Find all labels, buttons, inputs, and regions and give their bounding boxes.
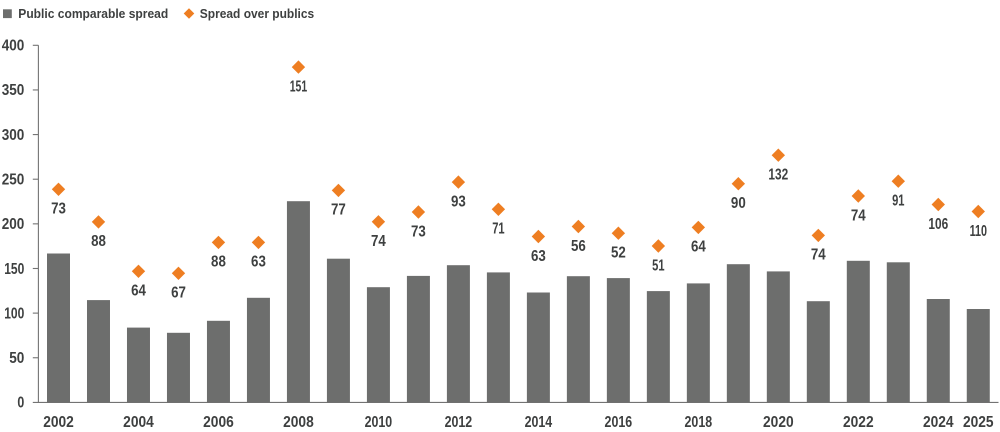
svg-text:93: 93 [451, 193, 466, 210]
svg-text:63: 63 [251, 254, 266, 271]
svg-text:90: 90 [731, 195, 746, 212]
svg-text:2006: 2006 [203, 414, 234, 431]
svg-text:2022: 2022 [843, 414, 874, 431]
svg-text:106: 106 [928, 216, 948, 233]
svg-text:2008: 2008 [283, 414, 314, 431]
svg-text:56: 56 [571, 238, 586, 255]
svg-text:73: 73 [51, 201, 66, 218]
svg-text:Spread over publics: Spread over publics [200, 6, 314, 21]
svg-text:110: 110 [970, 223, 987, 240]
svg-text:350: 350 [2, 82, 25, 99]
svg-text:2014: 2014 [525, 414, 553, 431]
svg-text:400: 400 [2, 38, 25, 55]
svg-text:73: 73 [411, 223, 426, 240]
svg-text:2025: 2025 [963, 414, 994, 431]
svg-text:151: 151 [290, 78, 308, 95]
svg-text:74: 74 [811, 247, 826, 264]
svg-text:2020: 2020 [763, 414, 794, 431]
svg-text:250: 250 [2, 172, 25, 189]
svg-text:2012: 2012 [445, 414, 473, 431]
svg-text:63: 63 [531, 248, 546, 265]
svg-text:2010: 2010 [365, 414, 393, 431]
svg-text:132: 132 [768, 167, 788, 184]
svg-text:2024: 2024 [923, 414, 954, 431]
svg-text:91: 91 [892, 193, 905, 210]
svg-text:150: 150 [4, 261, 24, 278]
svg-text:77: 77 [331, 202, 346, 219]
svg-text:2016: 2016 [605, 414, 633, 431]
svg-text:200: 200 [2, 216, 25, 233]
svg-text:71: 71 [492, 221, 505, 238]
svg-text:0: 0 [17, 395, 24, 412]
svg-text:88: 88 [91, 233, 106, 250]
svg-text:2018: 2018 [685, 414, 713, 431]
svg-text:88: 88 [211, 254, 226, 271]
svg-text:67: 67 [171, 285, 186, 302]
svg-text:2004: 2004 [123, 414, 154, 431]
svg-text:64: 64 [131, 283, 146, 300]
svg-text:50: 50 [9, 350, 24, 367]
svg-text:100: 100 [4, 305, 24, 322]
svg-text:74: 74 [851, 207, 866, 224]
svg-text:74: 74 [371, 233, 386, 250]
svg-text:Public comparable spread: Public comparable spread [18, 6, 168, 21]
svg-text:300: 300 [2, 127, 25, 144]
svg-text:52: 52 [611, 245, 626, 262]
svg-text:64: 64 [691, 239, 706, 256]
svg-text:2002: 2002 [43, 414, 74, 431]
svg-text:51: 51 [652, 257, 665, 274]
